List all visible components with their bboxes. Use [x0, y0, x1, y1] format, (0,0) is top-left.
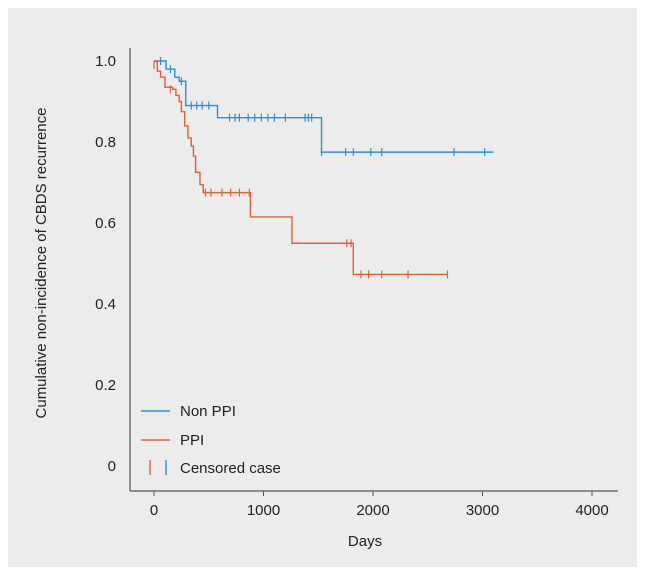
- chart-panel: 0 1000 2000 3000 4000 0 0.2 0.4 0.6 0.8 1.0 Non PP…: [8, 8, 637, 567]
- x-tick-label: 2000: [356, 502, 389, 519]
- y-tick-label: 0.8: [95, 134, 116, 151]
- y-axis-label: Cumulative non-incidence of CBDS recurre…: [33, 108, 50, 419]
- legend-label-non-ppi: Non PPI: [180, 403, 236, 420]
- x-tick-label: 4000: [575, 502, 608, 519]
- legend: Non PPI PPI Censored case: [141, 403, 281, 477]
- x-tick-label: 0: [150, 502, 158, 519]
- axes: 0 1000 2000 3000 4000 0 0.2 0.4 0.6 0.8 1.0: [95, 48, 618, 519]
- x-axis-label: Days: [348, 533, 382, 550]
- series-layer: [153, 57, 494, 279]
- series-non-ppi: [154, 57, 494, 157]
- y-tick-label: 0: [108, 458, 116, 475]
- y-tick-label: 0.4: [95, 296, 116, 313]
- legend-label-ppi: PPI: [180, 432, 204, 449]
- series-line: [154, 60, 448, 276]
- y-tick-label: 1.0: [95, 53, 116, 70]
- x-tick-label: 3000: [466, 502, 499, 519]
- y-tick-label: 0.6: [95, 215, 116, 232]
- series-line: [154, 60, 494, 153]
- survival-chart: 0 1000 2000 3000 4000 0 0.2 0.4 0.6 0.8 1.0 Non PP…: [33, 48, 618, 550]
- x-tick-label: 1000: [247, 502, 280, 519]
- y-tick-label: 0.2: [95, 377, 116, 394]
- series-ppi: [153, 60, 449, 279]
- legend-label-censored: Censored case: [180, 460, 281, 477]
